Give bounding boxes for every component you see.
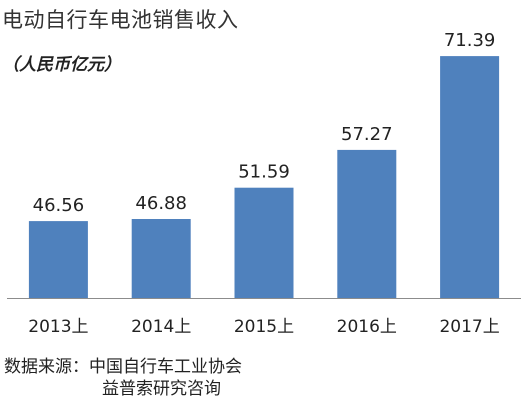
x-tick-label-2015上: 2015上 bbox=[234, 317, 294, 337]
bar-2014上 bbox=[131, 219, 191, 298]
source-org-2: 益普索研究咨询 bbox=[102, 379, 221, 399]
data-label-2013上: 46.56 bbox=[33, 195, 85, 216]
bar-chart: 46.56 2013上 46.88 2014上 51.59 2015上 57.27 2016上… bbox=[7, 30, 521, 337]
source-note: 数据来源：中国自行车工业协会 益普索研究咨询 bbox=[4, 356, 242, 400]
bar-2016上 bbox=[337, 149, 397, 298]
source-org-1: 中国自行车工业协会 bbox=[89, 357, 242, 377]
x-tick-label-2016上: 2016上 bbox=[337, 317, 397, 337]
unit-label: （人民币亿元） bbox=[2, 55, 121, 75]
bar-2017上 bbox=[440, 56, 500, 298]
bar-2013上 bbox=[28, 221, 88, 298]
data-label-2016上: 57.27 bbox=[341, 124, 393, 145]
chart-title: 电动自行车电池销售收入 bbox=[2, 8, 239, 32]
x-tick-label-2013上: 2013上 bbox=[28, 317, 88, 337]
x-tick-label-2014上: 2014上 bbox=[131, 317, 191, 337]
bar-2015上 bbox=[234, 187, 294, 298]
data-label-2015上: 51.59 bbox=[238, 162, 290, 183]
data-label-2014上: 46.88 bbox=[135, 193, 187, 214]
data-label-2017上: 71.39 bbox=[444, 30, 496, 51]
x-tick-label-2017上: 2017上 bbox=[439, 317, 499, 337]
source-label: 数据来源： bbox=[4, 357, 89, 377]
